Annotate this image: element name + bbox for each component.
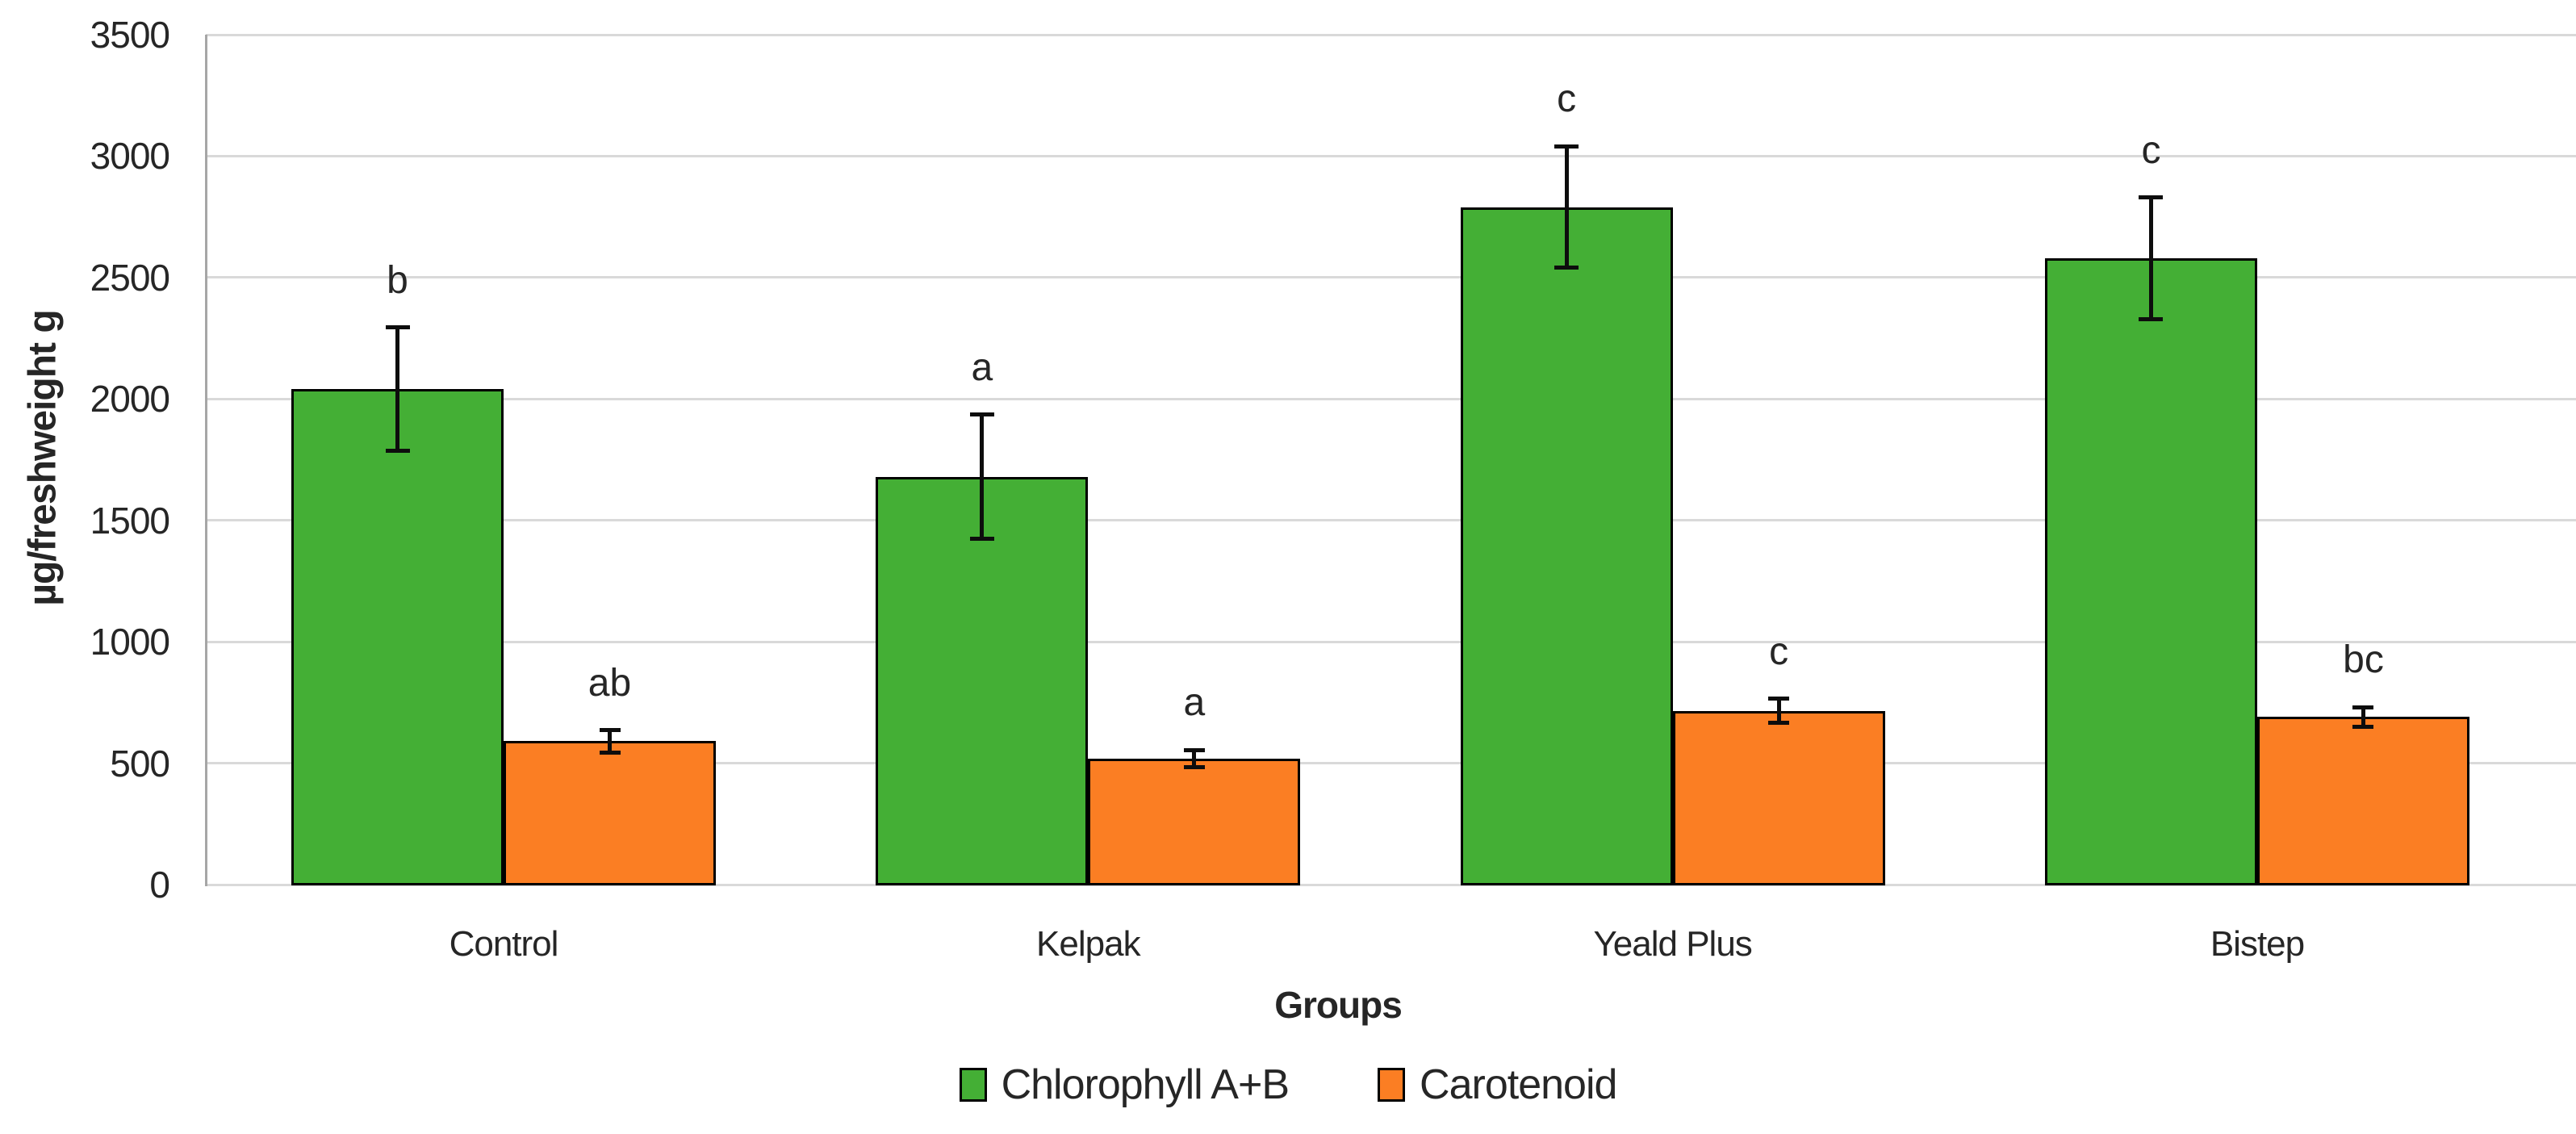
legend-label-chlorophyll-a-b: Chlorophyll A+B xyxy=(1001,1061,1290,1108)
error-bar-cap-top-chlorophyll-a-b-kelpak xyxy=(969,412,994,417)
gridline-3500 xyxy=(206,33,2576,36)
y-tick-label-3500: 3500 xyxy=(90,14,170,56)
error-bar-cap-top-carotenoid-bistep xyxy=(2352,705,2374,709)
gridline-2500 xyxy=(206,276,2576,279)
x-axis-title: Groups xyxy=(1274,984,1403,1026)
error-bar-cap-top-carotenoid-yeald-plus xyxy=(1768,697,1790,701)
x-axis-label-kelpak: Kelpak xyxy=(1036,924,1141,964)
gridline-1000 xyxy=(206,640,2576,643)
gridline-0 xyxy=(206,883,2576,886)
gridline-2000 xyxy=(206,397,2576,400)
error-bar-cap-bottom-carotenoid-control xyxy=(599,750,621,755)
significance-letter-carotenoid-bistep: bc xyxy=(2343,638,2384,682)
significance-letter-chlorophyll-a-b-yeald-plus: c xyxy=(1557,77,1577,121)
gridline-500 xyxy=(206,762,2576,765)
legend-item-chlorophyll-a-b: Chlorophyll A+B xyxy=(959,1061,1290,1109)
error-bar-cap-bottom-carotenoid-yeald-plus xyxy=(1768,721,1790,726)
error-bar-carotenoid-bistep xyxy=(2361,707,2365,727)
error-bar-cap-top-chlorophyll-a-b-control xyxy=(385,325,410,330)
error-bar-cap-bottom-carotenoid-kelpak xyxy=(1183,764,1205,769)
error-bar-cap-bottom-chlorophyll-a-b-control xyxy=(385,449,410,454)
y-axis-line xyxy=(204,35,207,886)
error-bar-cap-top-chlorophyll-a-b-yeald-plus xyxy=(1554,144,1579,149)
error-bar-cap-top-carotenoid-kelpak xyxy=(1183,747,1205,752)
significance-letter-chlorophyll-a-b-bistep: c xyxy=(2141,128,2161,172)
bar-carotenoid-yeald-plus xyxy=(1672,710,1885,885)
x-axis-label-yeald-plus: Yeald Plus xyxy=(1593,924,1752,964)
bar-chlorophyll-a-b-control xyxy=(291,389,504,885)
error-bar-chlorophyll-a-b-kelpak xyxy=(980,414,985,539)
y-tick-label-3000: 3000 xyxy=(90,135,170,178)
y-tick-label-2000: 2000 xyxy=(90,378,170,421)
significance-letter-chlorophyll-a-b-control: b xyxy=(387,258,408,302)
gridline-3000 xyxy=(206,154,2576,157)
error-bar-cap-top-carotenoid-control xyxy=(599,728,621,733)
y-tick-label-1500: 1500 xyxy=(90,499,170,542)
bar-carotenoid-control xyxy=(504,741,716,885)
significance-letter-carotenoid-kelpak: a xyxy=(1183,681,1206,725)
error-bar-cap-bottom-chlorophyll-a-b-kelpak xyxy=(969,536,994,541)
significance-letter-chlorophyll-a-b-kelpak: a xyxy=(971,345,993,389)
error-bar-carotenoid-yeald-plus xyxy=(1776,698,1781,723)
legend-item-carotenoid: Carotenoid xyxy=(1378,1061,1617,1109)
error-bar-cap-bottom-chlorophyll-a-b-yeald-plus xyxy=(1554,266,1579,270)
y-tick-label-2500: 2500 xyxy=(90,256,170,299)
y-tick-label-500: 500 xyxy=(110,742,170,785)
bar-chlorophyll-a-b-yeald-plus xyxy=(1460,207,1673,885)
error-bar-cap-bottom-carotenoid-bistep xyxy=(2352,724,2374,729)
x-axis-label-bistep: Bistep xyxy=(2210,924,2305,964)
legend-label-carotenoid: Carotenoid xyxy=(1420,1061,1617,1108)
significance-letter-carotenoid-yeald-plus: c xyxy=(1769,630,1789,673)
legend: Chlorophyll A+B Carotenoid xyxy=(0,1046,2576,1124)
error-bar-carotenoid-kelpak xyxy=(1192,750,1197,768)
gridline-1500 xyxy=(206,519,2576,522)
significance-letter-carotenoid-control: ab xyxy=(588,661,632,705)
error-bar-chlorophyll-a-b-control xyxy=(395,327,399,451)
error-bar-cap-top-chlorophyll-a-b-bistep xyxy=(2139,195,2164,200)
bar-chlorophyll-a-b-bistep xyxy=(2044,257,2257,885)
error-bar-chlorophyll-a-b-yeald-plus xyxy=(1564,146,1569,268)
legend-swatch-chlorophyll-a-b xyxy=(959,1068,987,1102)
x-axis-label-control: Control xyxy=(449,924,559,964)
error-bar-carotenoid-control xyxy=(608,730,612,753)
y-tick-label-1000: 1000 xyxy=(90,621,170,663)
error-bar-cap-bottom-chlorophyll-a-b-bistep xyxy=(2139,316,2164,321)
bar-chlorophyll-a-b-kelpak xyxy=(876,476,1089,885)
error-bar-chlorophyll-a-b-bistep xyxy=(2148,197,2153,319)
bar-carotenoid-bistep xyxy=(2256,717,2469,885)
bar-carotenoid-kelpak xyxy=(1088,758,1301,885)
legend-swatch-carotenoid xyxy=(1378,1068,1406,1102)
y-tick-label-0: 0 xyxy=(149,864,170,906)
